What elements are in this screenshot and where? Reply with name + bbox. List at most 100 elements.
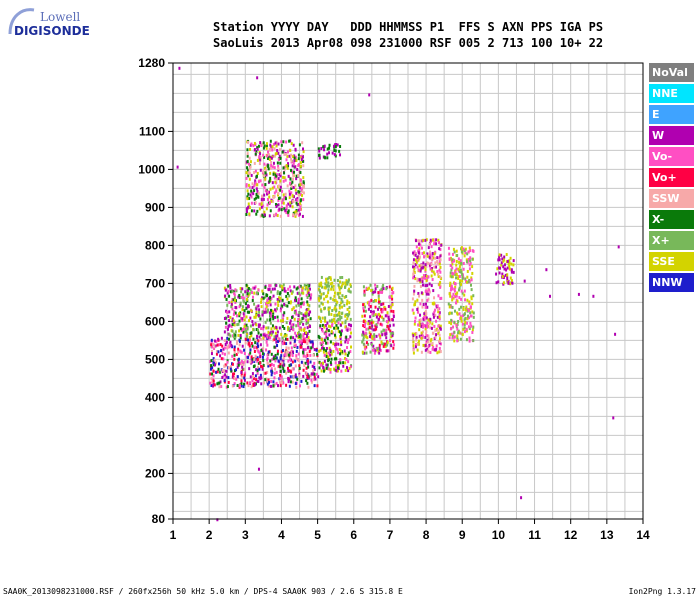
data-point (236, 375, 239, 379)
data-point (280, 201, 283, 205)
data-point (261, 367, 264, 371)
data-point (228, 319, 231, 323)
data-point (259, 179, 262, 183)
data-point (231, 290, 234, 294)
data-point (331, 151, 334, 155)
data-point (379, 314, 382, 318)
data-point (470, 276, 473, 280)
data-point (249, 160, 252, 164)
data-point (376, 321, 379, 325)
data-point (415, 343, 418, 347)
data-point (460, 246, 463, 250)
data-point (437, 262, 440, 266)
data-point (283, 171, 286, 175)
data-point (417, 258, 420, 262)
data-point (447, 246, 450, 250)
data-point (432, 346, 435, 350)
data-point (439, 270, 442, 274)
data-point (347, 369, 350, 373)
data-point (510, 270, 513, 274)
data-point (417, 268, 420, 272)
data-point (217, 350, 220, 354)
data-point (390, 304, 393, 308)
data-point (220, 357, 223, 361)
data-point (342, 361, 345, 365)
data-point (349, 290, 352, 294)
data-point (431, 254, 434, 258)
data-point (257, 195, 260, 199)
data-point (426, 283, 429, 287)
data-point (250, 360, 253, 364)
data-point (261, 289, 264, 293)
data-point (292, 213, 295, 217)
data-point (229, 283, 232, 287)
data-point (424, 269, 427, 273)
data-point (470, 314, 473, 318)
data-point (292, 155, 295, 159)
data-point (282, 201, 285, 205)
data-point (264, 295, 267, 299)
data-point (469, 259, 472, 263)
data-point (269, 187, 272, 191)
data-point (453, 289, 456, 293)
data-point (262, 363, 265, 367)
data-point (317, 375, 320, 379)
data-point (423, 265, 426, 269)
data-point (431, 301, 434, 305)
data-point (469, 283, 472, 287)
data-point (283, 176, 286, 180)
data-point (287, 380, 290, 384)
data-point (223, 379, 226, 383)
data-point (461, 322, 464, 326)
data-point (314, 377, 317, 381)
data-point (390, 335, 393, 339)
data-point (385, 287, 388, 291)
data-point (414, 263, 417, 267)
data-point (221, 351, 224, 355)
data-point (614, 332, 617, 336)
data-point (348, 310, 351, 314)
data-point (257, 328, 260, 332)
data-point (272, 172, 275, 176)
data-point (225, 340, 228, 344)
data-point (427, 246, 430, 250)
data-point (258, 310, 261, 314)
data-point (451, 295, 454, 299)
data-point (242, 293, 245, 297)
data-point (363, 333, 366, 337)
data-point (306, 283, 309, 287)
data-point (368, 331, 371, 335)
data-point (214, 363, 217, 367)
data-point (328, 306, 331, 310)
data-point (330, 352, 333, 356)
data-point (318, 336, 321, 340)
data-point (250, 385, 253, 389)
data-point (326, 337, 329, 341)
data-point (305, 366, 308, 370)
chart-points (176, 66, 620, 522)
data-point (223, 346, 226, 350)
data-point (266, 203, 269, 207)
data-point (508, 267, 511, 271)
data-point (296, 286, 299, 290)
data-point (319, 290, 322, 294)
data-point (271, 145, 274, 149)
data-point (289, 204, 292, 208)
data-point (219, 380, 222, 384)
data-point (347, 280, 350, 284)
data-point (310, 380, 313, 384)
x-tick-label: 11 (528, 528, 541, 542)
data-point (426, 261, 429, 265)
data-point (451, 258, 454, 262)
data-point (256, 146, 259, 150)
legend-item-nnw: NNW (649, 273, 694, 292)
data-point (237, 357, 240, 361)
data-point (430, 284, 433, 288)
data-point (452, 325, 455, 329)
data-point (236, 340, 239, 344)
data-point (424, 263, 427, 267)
data-point (302, 302, 305, 306)
data-point (272, 195, 275, 199)
data-point (332, 367, 335, 371)
data-point (456, 311, 459, 315)
